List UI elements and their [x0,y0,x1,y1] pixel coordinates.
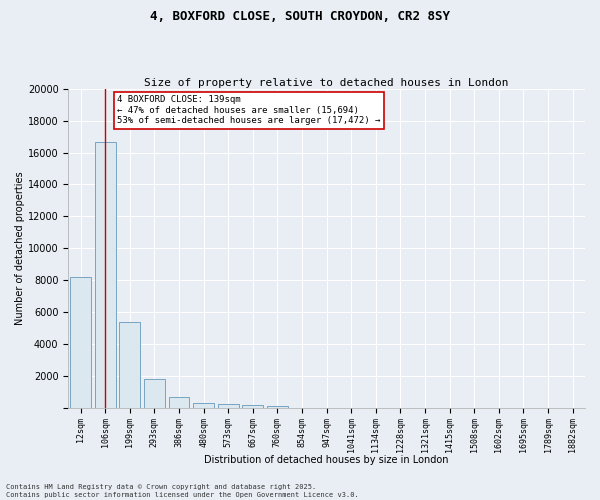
X-axis label: Distribution of detached houses by size in London: Distribution of detached houses by size … [205,455,449,465]
Bar [70,277,91,407]
Text: Contains HM Land Registry data © Crown copyright and database right 2025.
Contai: Contains HM Land Registry data © Crown c… [6,484,359,498]
Text: 4 BOXFORD CLOSE: 139sqm
← 47% of detached houses are smaller (15,694)
53% of sem: 4 BOXFORD CLOSE: 139sqm ← 47% of detache… [118,95,381,125]
Bar [193,402,214,407]
Bar [218,404,239,407]
Bar [267,406,288,407]
Bar [242,405,263,407]
Bar [95,142,116,407]
Text: 4, BOXFORD CLOSE, SOUTH CROYDON, CR2 8SY: 4, BOXFORD CLOSE, SOUTH CROYDON, CR2 8SY [150,10,450,23]
Bar [144,379,165,408]
Title: Size of property relative to detached houses in London: Size of property relative to detached ho… [145,78,509,88]
Bar [169,397,190,407]
Y-axis label: Number of detached properties: Number of detached properties [15,172,25,325]
Bar [119,322,140,408]
